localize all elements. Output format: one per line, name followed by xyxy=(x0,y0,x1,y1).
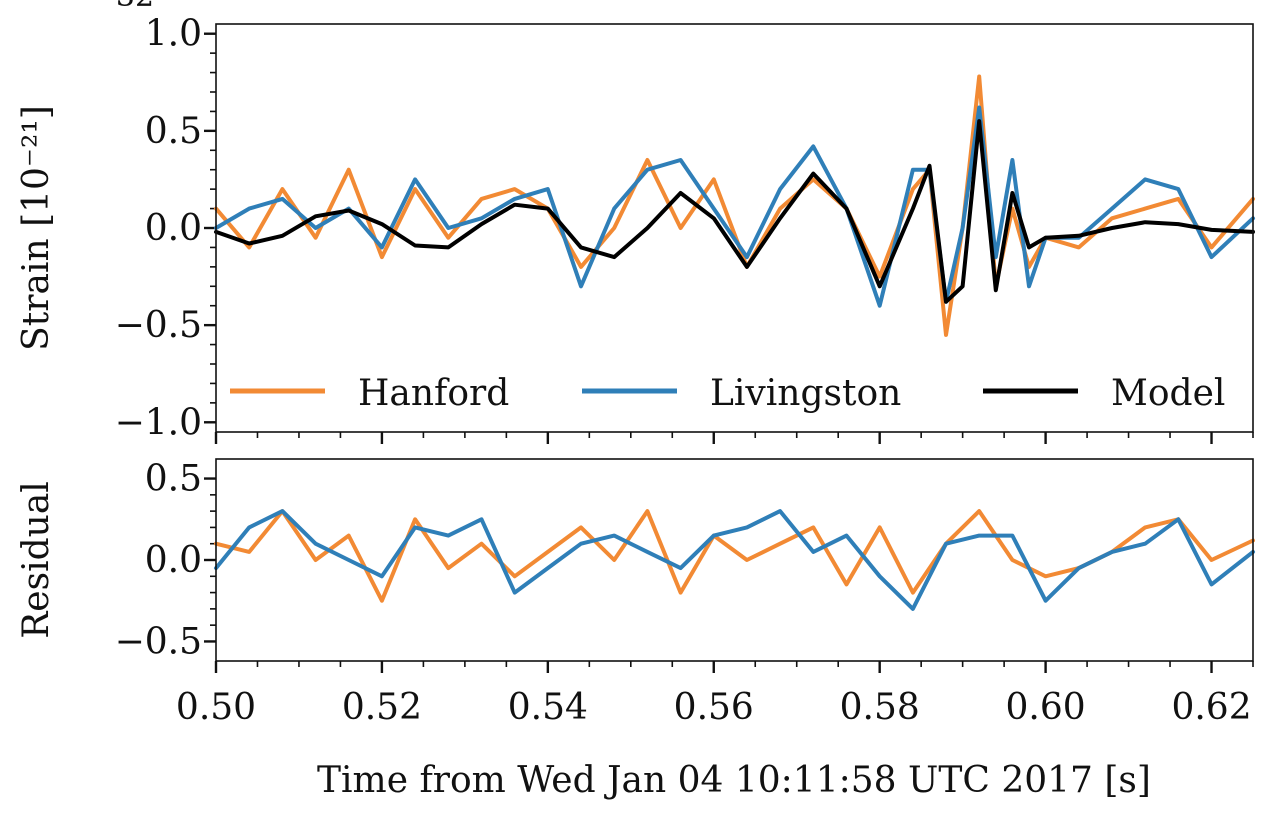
x-tick-label: 0.52 xyxy=(342,687,422,728)
bottom-y-ticks: 0.5 0.0 −0.5 xyxy=(115,459,216,662)
top-panel: 1.0 0.5 0.0 −0.5 −1.0 Strain [10⁻²¹] Hanford… xyxy=(16,14,1255,444)
bottom-plot-frame xyxy=(215,458,1254,662)
top-y-tick-label: 1.0 xyxy=(145,14,202,55)
bottom-y-tick-label: −0.5 xyxy=(115,621,202,662)
top-series-model xyxy=(214,119,1255,304)
x-tick-label: 0.54 xyxy=(508,687,588,728)
top-series-hanford xyxy=(214,74,1255,337)
bottom-series-hanford xyxy=(214,509,1255,603)
top-plot-frame xyxy=(215,23,1254,433)
x-axis-label: Time from Wed Jan 04 10:11:58 UTC 2017 [… xyxy=(317,760,1151,801)
x-tick-label: 0.62 xyxy=(1171,687,1251,728)
bottom-y-axis-label: Residual xyxy=(16,481,57,639)
legend-label-hanford: Hanford xyxy=(358,373,509,414)
top-x-ticks xyxy=(214,432,1254,444)
legend: Hanford Livingston Model xyxy=(230,373,1225,414)
x-tick-label: 0.50 xyxy=(176,687,256,728)
legend-label-livingston: Livingston xyxy=(710,373,901,414)
top-y-axis-label: Strain [10⁻²¹] xyxy=(16,105,57,351)
bottom-series-group xyxy=(214,509,1255,611)
top-y-tick-label: −0.5 xyxy=(115,305,202,346)
bottom-y-tick-label: 0.5 xyxy=(145,459,202,500)
bottom-minor-ticks xyxy=(210,477,216,643)
legend-label-model: Model xyxy=(1111,373,1225,414)
top-cut-tick-label: 32 xyxy=(116,0,154,14)
top-y-ticks: 1.0 0.5 0.0 −0.5 −1.0 xyxy=(115,14,216,443)
x-tick-label: 0.56 xyxy=(674,687,754,728)
bottom-y-tick-label: 0.0 xyxy=(145,540,202,581)
top-y-tick-label: −1.0 xyxy=(115,402,202,443)
x-tick-label: 0.58 xyxy=(840,687,920,728)
x-tick-label: 0.60 xyxy=(1006,687,1086,728)
top-y-tick-label: 0.0 xyxy=(145,208,202,249)
bottom-x-ticks: 0.50 0.52 0.54 0.56 0.58 0.60 0.62 xyxy=(176,661,1254,728)
bottom-series-livingston xyxy=(214,509,1255,611)
top-series-livingston xyxy=(214,105,1255,308)
top-series-group xyxy=(214,74,1255,337)
top-minor-ticks xyxy=(210,32,216,424)
top-y-tick-label: 0.5 xyxy=(145,111,202,152)
bottom-panel: 0.50.0−0.5 0.50 0.52 0.54 0.56 0.58 0.60 0.62 … xyxy=(16,458,1255,801)
